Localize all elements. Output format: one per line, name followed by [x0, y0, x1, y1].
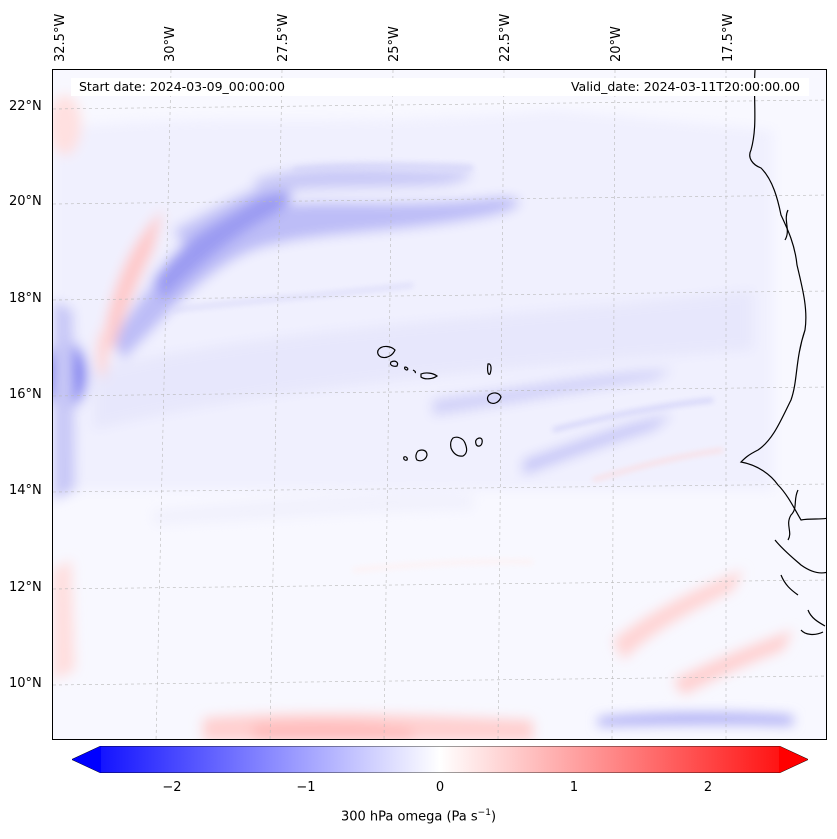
colorbar-label: 300 hPa omega (Pa s−1) — [340, 808, 497, 825]
colorbar — [72, 746, 808, 773]
colorbar-tick-neg1: −1 — [296, 780, 316, 795]
valid-date-label: Valid_date: 2024-03-11T20:00:00.00 — [570, 79, 800, 94]
coastline-africa — [739, 70, 826, 636]
lon-label-27-5w: 27.5°W — [276, 13, 291, 62]
colorbar-tick-1: 1 — [569, 780, 579, 795]
date-header-strip — [71, 78, 809, 96]
lat-label-22n: 22°N — [9, 99, 42, 114]
lon-label-25w: 25°W — [387, 26, 402, 62]
map-gridlines — [53, 70, 826, 739]
cape-verde-islands — [377, 345, 502, 462]
lon-label-22-5w: 22.5°W — [498, 13, 513, 62]
lon-label-30w: 30°W — [163, 26, 178, 62]
omega-shading — [53, 95, 793, 739]
lat-label-16n: 16°N — [9, 387, 42, 402]
omega-fine-structure — [172, 162, 724, 573]
colorbar-tick-neg2: −2 — [162, 780, 182, 795]
lon-label-32-5w: 32.5°W — [53, 13, 68, 62]
colorbar-extend-low — [72, 746, 101, 773]
map-panel: Start date: 2024-03-09_00:00:00 Valid_da… — [52, 69, 827, 740]
lat-label-20n: 20°N — [9, 194, 42, 209]
lat-label-10n: 10°N — [9, 676, 42, 691]
omega-field-map — [53, 70, 826, 739]
colorbar-gradient — [72, 746, 808, 773]
lon-label-20w: 20°W — [609, 26, 624, 62]
start-date-label: Start date: 2024-03-09_00:00:00 — [79, 79, 285, 94]
colorbar-extend-high — [779, 746, 808, 773]
colorbar-tick-0: 0 — [435, 780, 445, 795]
colorbar-tick-2: 2 — [703, 780, 713, 795]
lat-label-18n: 18°N — [9, 291, 42, 306]
lat-label-14n: 14°N — [9, 483, 42, 498]
lat-label-12n: 12°N — [9, 580, 42, 595]
lon-label-17-5w: 17.5°W — [721, 13, 736, 62]
